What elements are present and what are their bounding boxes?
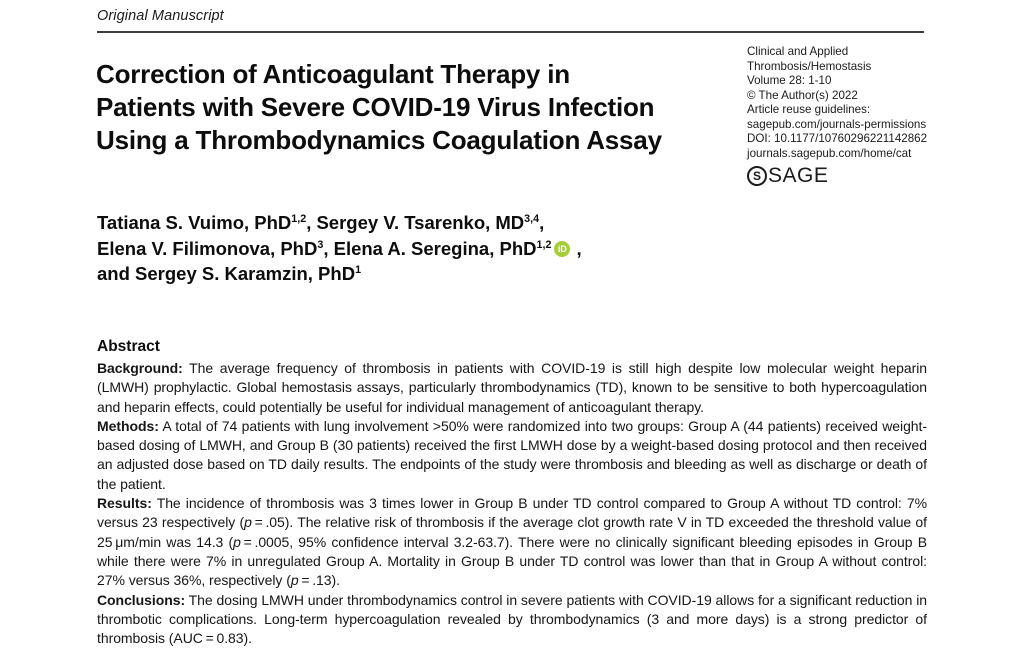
title-line: Correction of Anticoagulant Therapy in [96,59,570,89]
abstract-paragraph: Methods: A total of 74 patients with lun… [97,417,927,492]
journal-info-line: DOI: 10.1177/10760296221142862 [747,132,928,145]
header-rule [97,31,924,33]
section-label: Original Manuscript [97,8,224,24]
author-list: Tatiana S. Vuimo, PhD1,2, Sergey V. Tsar… [97,210,582,287]
article-title: Correction of Anticoagulant Therapy in Pa… [96,58,662,157]
abstract-paragraph: Results: The incidence of thrombosis was… [97,495,927,589]
journal-info-lines: Clinical and Applied Thrombosis/Hemostasi… [747,45,967,161]
journal-info-line: Article reuse guidelines: [747,103,871,116]
journal-info-line: Clinical and Applied [747,45,849,58]
journal-info-box: Clinical and Applied Thrombosis/Hemostasi… [747,45,967,186]
author-line: Tatiana S. Vuimo, PhD1,2, Sergey V. Tsar… [97,212,545,233]
journal-info-line: Volume 28: 1-10 [747,74,832,87]
author-line: and Sergey S. Karamzin, PhD1 [97,263,362,284]
sage-logo: S SAGE [747,163,967,187]
journal-info-line: Thrombosis/Hemostasis [747,59,872,73]
sage-logo-text: SAGE [768,163,829,187]
abstract-body: Background: The average frequency of thr… [97,359,927,648]
author-line: Elena V. Filimonova, PhD3, Elena A. Sere… [97,237,582,259]
journal-info-line: © The Author(s) 2022 [747,88,858,102]
title-line: Using a Thrombodynamics Coagulation Assa… [96,125,662,155]
sage-circle-s-icon: S [747,166,767,186]
abstract-heading: Abstract [97,338,160,355]
journal-info-line: sagepub.com/journals-permissions [747,117,927,131]
title-line: Patients with Severe COVID-19 Virus Infe… [96,92,655,122]
orcid-icon: iD [554,241,571,258]
abstract-paragraph: Conclusions: The dosing LMWH under throm… [97,591,927,647]
abstract-paragraph: Background: The average frequency of thr… [97,360,927,415]
journal-info-line: journals.sagepub.com/home/cat [747,146,912,160]
abstract-section: Abstract Background: The average frequen… [97,338,927,648]
